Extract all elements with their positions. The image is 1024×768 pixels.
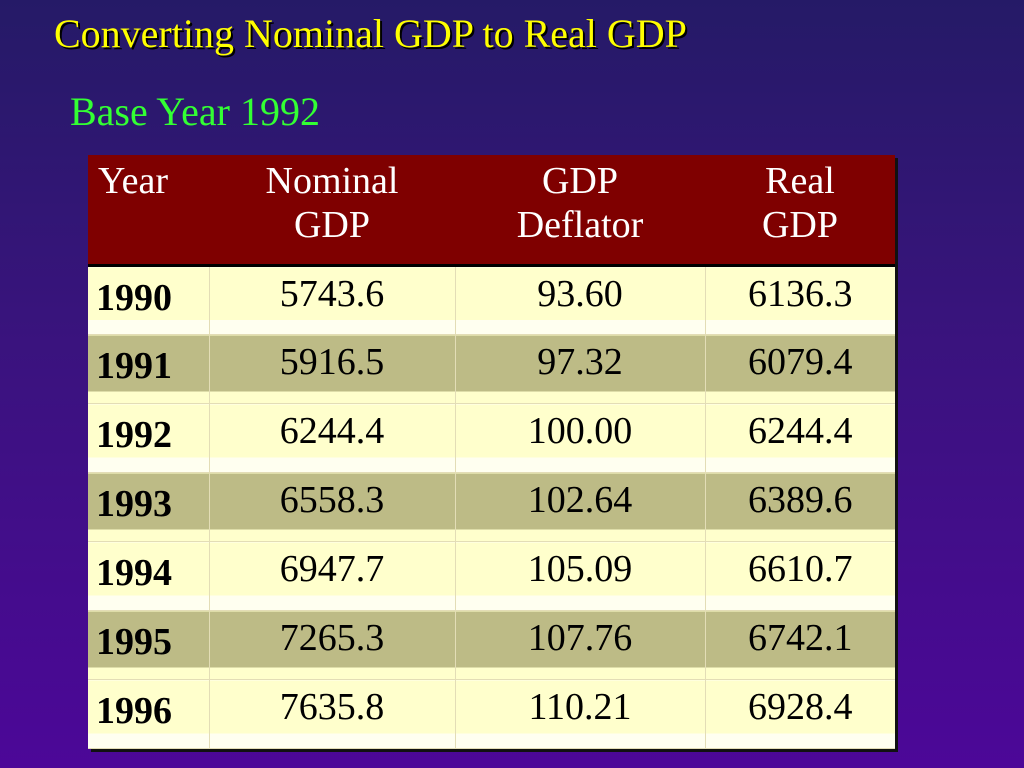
cell-gdp-deflator: 97.32	[455, 334, 706, 404]
cell-real-gdp: 6079.4	[705, 334, 895, 404]
table-row: 1990 5743.6 93.60 6136.3	[88, 265, 895, 335]
header-year: Year	[88, 155, 209, 267]
cell-nominal-gdp: 5743.6	[209, 265, 456, 335]
cell-nominal-gdp: 7265.3	[209, 610, 456, 680]
header-deflator-line2: Deflator	[516, 204, 644, 246]
cell-gdp-deflator: 110.21	[455, 679, 706, 749]
cell-year: 1991	[88, 334, 210, 404]
cell-real-gdp: 6742.1	[705, 610, 895, 680]
gdp-table-container: Year Nominal GDP GDP Deflator Real GDP 1…	[88, 155, 895, 749]
cell-real-gdp: 6928.4	[705, 679, 895, 749]
cell-nominal-gdp: 7635.8	[209, 679, 456, 749]
cell-nominal-gdp: 6947.7	[209, 541, 456, 611]
header-nominal-line2: GDP	[293, 204, 371, 246]
header-gdp-deflator: GDP Deflator	[455, 155, 705, 267]
cell-real-gdp: 6136.3	[705, 265, 895, 335]
table-header: Year Nominal GDP GDP Deflator Real GDP	[88, 155, 895, 267]
header-real-line1: Real	[765, 160, 835, 202]
table-row: 1994 6947.7 105.09 6610.7	[88, 541, 895, 611]
header-deflator-line1: GDP	[541, 160, 619, 202]
header-nominal-gdp: Nominal GDP	[209, 155, 455, 267]
table-row: 1993 6558.3 102.64 6389.6	[88, 472, 895, 542]
gdp-table: Year Nominal GDP GDP Deflator Real GDP 1…	[88, 155, 895, 749]
cell-gdp-deflator: 102.64	[455, 472, 706, 542]
cell-year: 1994	[88, 541, 210, 611]
cell-real-gdp: 6389.6	[705, 472, 895, 542]
table-header-row: Year Nominal GDP GDP Deflator Real GDP	[88, 155, 895, 267]
table-row: 1995 7265.3 107.76 6742.1	[88, 610, 895, 680]
cell-year: 1995	[88, 610, 210, 680]
slide-title: Converting Nominal GDP to Real GDP	[54, 11, 687, 56]
table-row: 1996 7635.8 110.21 6928.4	[88, 679, 895, 749]
table-body: 1990 5743.6 93.60 6136.3 1991 5916.5 97.…	[88, 265, 895, 749]
slide-subtitle: Base Year 1992	[70, 89, 320, 134]
cell-gdp-deflator: 100.00	[455, 403, 706, 473]
header-real-gdp: Real GDP	[705, 155, 895, 267]
cell-real-gdp: 6244.4	[705, 403, 895, 473]
cell-gdp-deflator: 105.09	[455, 541, 706, 611]
cell-year: 1992	[88, 403, 210, 473]
cell-nominal-gdp: 5916.5	[209, 334, 456, 404]
table-row: 1992 6244.4 100.00 6244.4	[88, 403, 895, 473]
cell-nominal-gdp: 6244.4	[209, 403, 456, 473]
cell-year: 1996	[88, 679, 210, 749]
cell-gdp-deflator: 107.76	[455, 610, 706, 680]
cell-gdp-deflator: 93.60	[455, 265, 706, 335]
cell-nominal-gdp: 6558.3	[209, 472, 456, 542]
cell-year: 1990	[88, 265, 210, 335]
table-row: 1991 5916.5 97.32 6079.4	[88, 334, 895, 404]
header-real-line2: GDP	[761, 204, 839, 246]
cell-real-gdp: 6610.7	[705, 541, 895, 611]
header-nominal-line1: Nominal	[265, 160, 399, 202]
cell-year: 1993	[88, 472, 210, 542]
